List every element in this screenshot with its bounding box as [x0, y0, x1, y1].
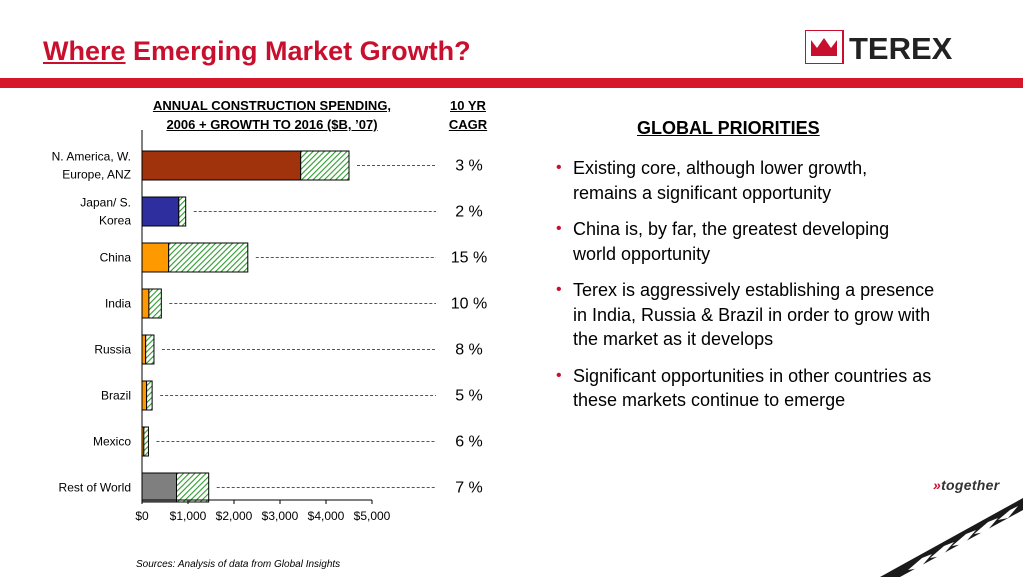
x-tick-label: $2,000 [216, 509, 253, 523]
priority-text: Terex is aggressively establishing a pre… [573, 280, 935, 349]
bar-2006-spending [141, 380, 148, 411]
cagr-value: 15 % [451, 250, 487, 267]
priority-text: Existing core, although lower growth, re… [573, 158, 868, 203]
cagr-heading-line1: 10 YR [450, 98, 486, 113]
category-label: Rest of World [59, 481, 131, 495]
bar-2006-spending [141, 196, 180, 227]
bar-growth-to-2016 [143, 426, 149, 457]
bar-2006-spending [141, 472, 177, 503]
cagr-value: 7 % [455, 480, 483, 497]
x-tick-label: $4,000 [308, 509, 345, 523]
category-label: Mexico [93, 435, 131, 449]
bar-2006-spending [141, 288, 150, 319]
bullet-dot-icon: • [556, 281, 562, 298]
header-red-bar [0, 78, 1023, 88]
x-tick-label: $0 [135, 509, 149, 523]
bar-growth-to-2016 [176, 472, 210, 503]
cagr-value: 6 % [455, 434, 483, 451]
priority-text: China is, by far, the greatest developin… [573, 219, 890, 264]
bullet-dot-icon: • [556, 159, 562, 176]
cagr-value: 3 % [455, 158, 483, 175]
spending-bar-chart: N. America, W. Europe, ANZ 3 % Japan/ S. Kor… [52, 130, 487, 523]
category-label: Japan/ S. [80, 196, 131, 210]
cagr-heading-line2: CAGR [448, 117, 488, 132]
chart-heading-line2: 2006 + GROWTH TO 2016 ($B, ’07) [166, 117, 378, 132]
cagr-value: 8 % [455, 342, 483, 359]
double-chevron-icon: » [933, 477, 942, 493]
cagr-value: 5 % [455, 388, 483, 405]
bar-growth-to-2016 [178, 196, 187, 227]
terex-logo: TEREX [805, 30, 953, 64]
chart-heading: ANNUAL CONSTRUCTION SPENDING, 2006 + GRO… [118, 96, 426, 134]
slide-title: Where Emerging Market Growth? [43, 36, 471, 67]
category-label: China [100, 251, 132, 265]
logo-text: TEREX [849, 31, 953, 64]
bar-2006-spending [141, 242, 170, 273]
priority-text: Significant opportunities in other count… [573, 365, 932, 411]
x-tick-label: $1,000 [170, 509, 207, 523]
priorities-title: GLOBAL PRIORITIES [637, 118, 820, 138]
priorities-list: • Existing core, although lower growth, r… [556, 156, 936, 425]
category-label: Russia [94, 343, 131, 357]
category-label: Korea [99, 214, 131, 228]
bullet-dot-icon: • [556, 220, 562, 237]
priority-item: • Existing core, although lower growth, r… [556, 156, 936, 205]
category-label: India [105, 297, 131, 311]
priority-item: • Significant opportunities in other coun… [556, 364, 936, 413]
cagr-heading: 10 YR CAGR [436, 96, 500, 134]
bullet-dot-icon: • [556, 366, 562, 384]
bar-2006-spending [141, 150, 302, 181]
priority-item: • Terex is aggressively establishing a pr… [556, 278, 936, 352]
together-tagline: »together [933, 477, 1000, 493]
category-label: Brazil [101, 389, 131, 403]
bar-2006-spending [141, 334, 147, 365]
cagr-value: 2 % [455, 204, 483, 221]
x-tick-label: $5,000 [354, 509, 391, 523]
tire-track-graphic [880, 498, 1023, 577]
priority-item: • China is, by far, the greatest developi… [556, 217, 936, 266]
x-tick-label: $3,000 [262, 509, 299, 523]
category-label: N. America, W. [52, 150, 131, 164]
crown-icon [811, 38, 837, 56]
bar-growth-to-2016 [145, 334, 155, 365]
category-label: Europe, ANZ [62, 168, 131, 182]
bar-growth-to-2016 [168, 242, 249, 273]
chart-heading-line1: ANNUAL CONSTRUCTION SPENDING, [152, 98, 392, 113]
bar-growth-to-2016 [146, 380, 153, 411]
bar-growth-to-2016 [148, 288, 162, 319]
cagr-value: 10 % [451, 296, 487, 313]
bar-growth-to-2016 [300, 150, 350, 181]
tagline-text: together [941, 477, 1000, 493]
title-underlined-word: Where [43, 36, 126, 66]
source-note: Sources: Analysis of data from Global In… [136, 559, 341, 570]
title-rest: Emerging Market Growth? [125, 36, 471, 66]
